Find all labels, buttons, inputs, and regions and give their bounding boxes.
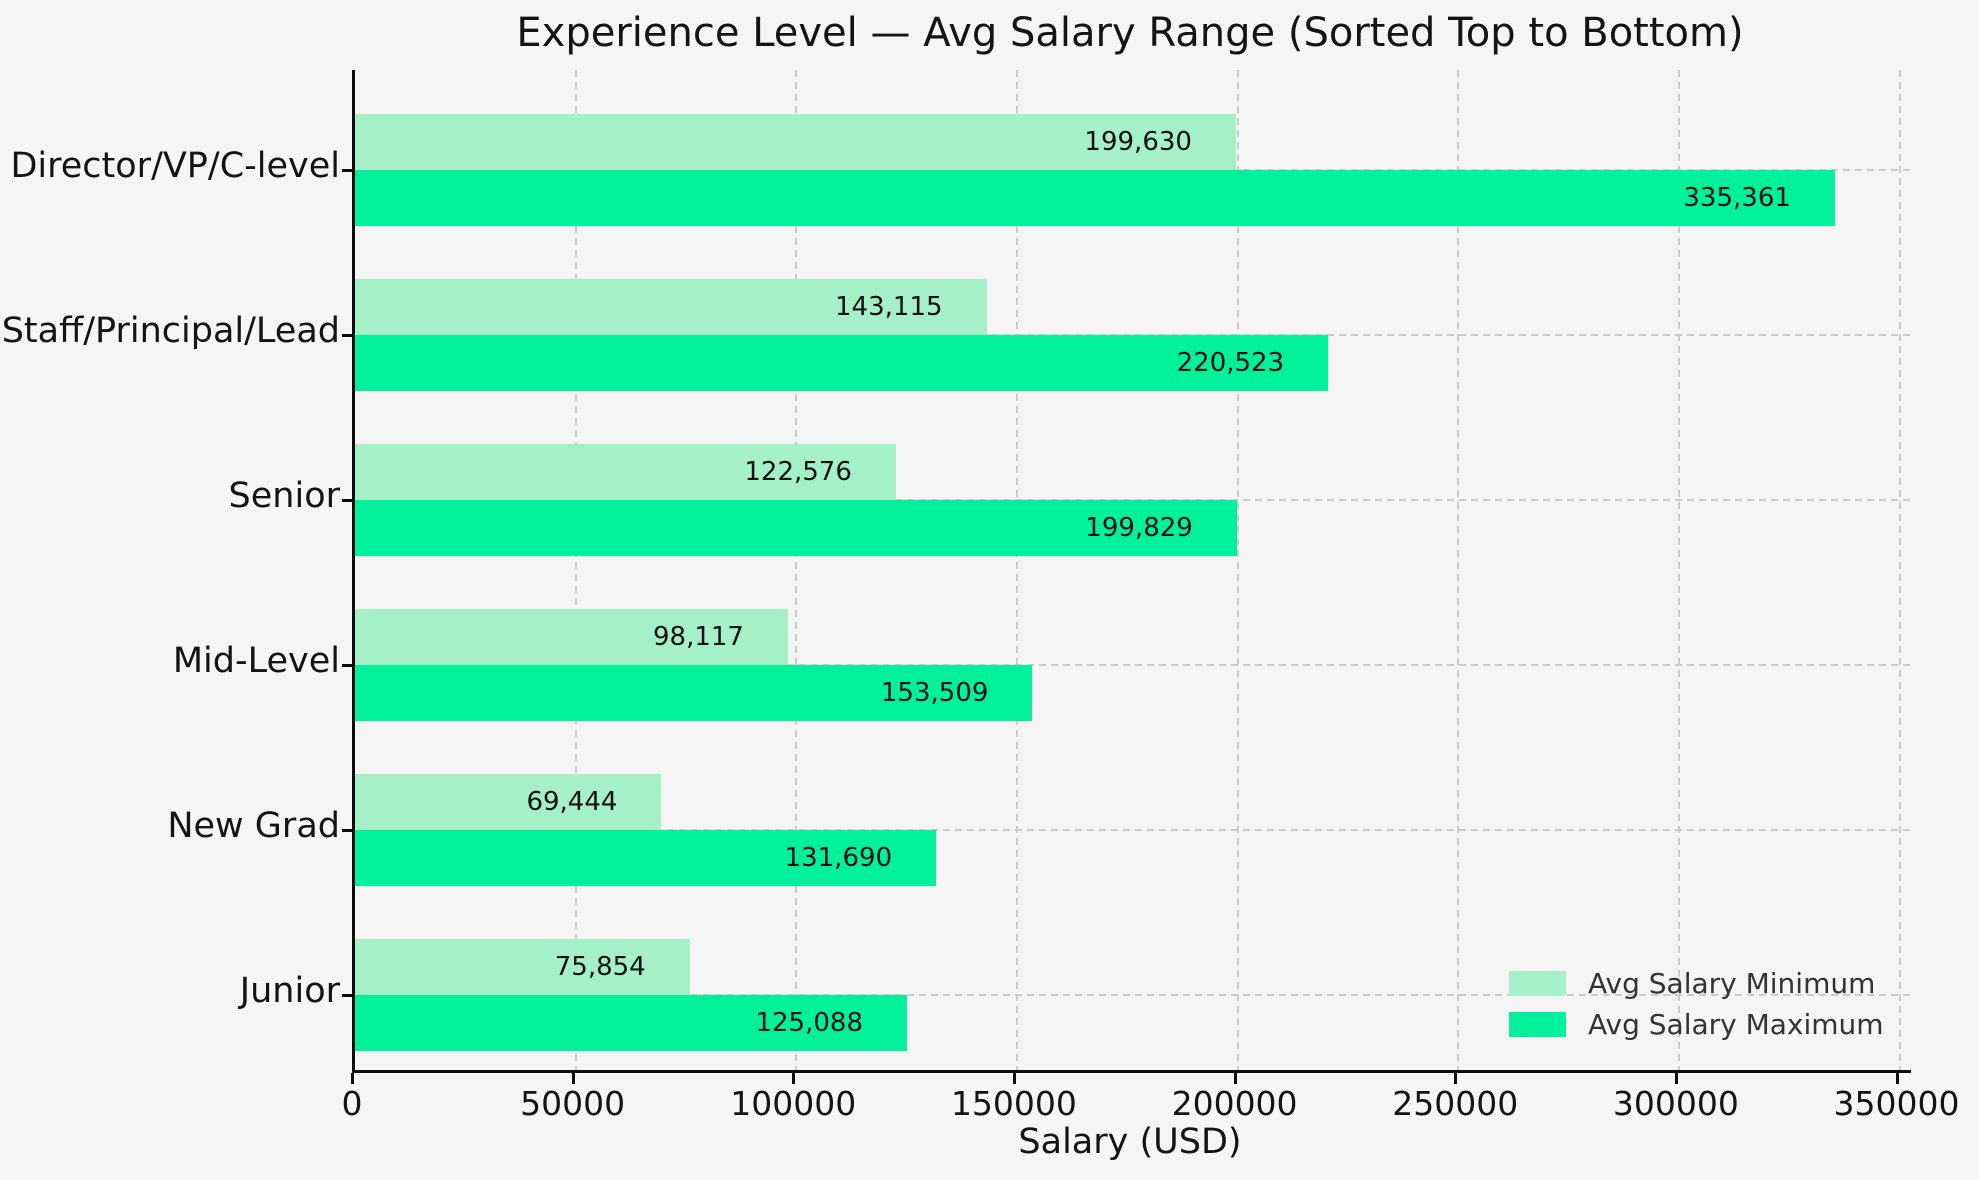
bar-avg-salary-minimum-mid-level: 98,117: [355, 609, 788, 665]
y-category-label-director-vp-c-level: Director/VP/C-level: [10, 146, 340, 186]
legend-entry-avg-salary-minimum: Avg Salary Minimum: [1509, 967, 1884, 1000]
x-tick-label: 100000: [730, 1084, 857, 1123]
bar-value-label: 220,523: [1176, 348, 1285, 378]
gridline-horizontal: [355, 829, 1911, 831]
legend-label: Avg Salary Maximum: [1588, 1008, 1884, 1041]
gridline-vertical: [1898, 70, 1901, 1070]
gridline-vertical: [795, 70, 798, 1070]
gridline-horizontal: [355, 994, 1911, 996]
x-tick-label: 200000: [1171, 1084, 1298, 1123]
bar-value-label: 125,088: [755, 1008, 863, 1038]
x-tick-label: 0: [341, 1084, 363, 1123]
gridline-horizontal: [355, 664, 1911, 666]
y-tick-mark: [342, 664, 352, 667]
x-tick-label: 300000: [1612, 1084, 1739, 1123]
bar-avg-salary-minimum-new-grad: 69,444: [355, 774, 662, 830]
x-tick-label: 50000: [520, 1084, 626, 1123]
x-axis-label: Salary (USD): [1018, 1122, 1242, 1162]
y-tick-mark: [342, 169, 352, 172]
bar-avg-salary-maximum-new-grad: 131,690: [355, 830, 937, 886]
bar-value-label: 153,509: [880, 678, 989, 708]
y-category-label-staff-principal-lead: Staff/Principal/Lead: [1, 311, 340, 351]
x-tick-mark: [351, 1073, 354, 1084]
x-tick-mark: [1895, 1073, 1899, 1084]
legend: Avg Salary Minimum Avg Salary Maximum: [1509, 967, 1884, 1041]
y-tick-mark: [342, 499, 352, 502]
bar-value-label: 98,117: [652, 622, 744, 652]
y-tick-mark: [342, 829, 352, 832]
x-tick-mark: [1674, 1073, 1678, 1084]
bar-value-label: 69,444: [526, 787, 618, 817]
x-tick-mark: [571, 1073, 575, 1084]
bar-avg-salary-maximum-director-vp-c-level: 335,361: [355, 170, 1835, 226]
y-category-label-new-grad: New Grad: [167, 806, 340, 846]
gridline-vertical: [574, 70, 577, 1070]
bar-value-label: 335,361: [1683, 183, 1791, 213]
x-tick-label: 150000: [950, 1084, 1077, 1123]
y-category-label-senior: Senior: [228, 476, 340, 516]
bar-avg-salary-minimum-director-vp-c-level: 199,630: [355, 114, 1236, 170]
y-category-label-mid-level: Mid-Level: [172, 641, 340, 681]
bar-avg-salary-maximum-junior: 125,088: [355, 995, 907, 1051]
y-tick-mark: [342, 994, 352, 997]
plot-area: 199,630 143,115 122,576 98,117 69,444 75,854 3…: [352, 70, 1911, 1073]
bar-avg-salary-minimum-junior: 75,854: [355, 939, 690, 995]
x-tick-mark: [1233, 1073, 1237, 1084]
x-tick-mark: [1454, 1073, 1458, 1084]
x-tick-label: 350000: [1833, 1084, 1960, 1123]
bar-value-label: 75,854: [554, 952, 646, 982]
gridline-vertical: [1457, 70, 1460, 1070]
legend-swatch: [1509, 971, 1566, 996]
bar-value-label: 131,690: [784, 843, 893, 873]
bar-value-label: 143,115: [835, 292, 943, 322]
bar-avg-salary-minimum-staff-principal-lead: 143,115: [355, 279, 987, 335]
legend-swatch: [1509, 1012, 1566, 1037]
bar-value-label: 199,630: [1084, 127, 1192, 157]
gridline-vertical: [1236, 70, 1239, 1070]
bar-value-label: 199,829: [1085, 513, 1193, 543]
gridline-vertical: [1677, 70, 1680, 1070]
y-tick-mark: [342, 334, 352, 337]
y-category-label-junior: Junior: [239, 971, 340, 1011]
bar-avg-salary-maximum-staff-principal-lead: 220,523: [355, 335, 1329, 391]
x-tick-mark: [792, 1073, 796, 1084]
legend-label: Avg Salary Minimum: [1588, 967, 1876, 1000]
bar-avg-salary-maximum-mid-level: 153,509: [355, 665, 1033, 721]
bar-value-label: 122,576: [744, 457, 852, 487]
x-tick-mark: [1012, 1073, 1016, 1084]
legend-entry-avg-salary-maximum: Avg Salary Maximum: [1509, 1008, 1884, 1041]
chart-title: Experience Level — Avg Salary Range (Sor…: [516, 10, 1744, 56]
gridline-vertical: [1015, 70, 1018, 1070]
x-tick-label: 250000: [1392, 1084, 1519, 1123]
bar-avg-salary-maximum-senior: 199,829: [355, 500, 1237, 556]
bar-avg-salary-minimum-senior: 122,576: [355, 444, 896, 500]
